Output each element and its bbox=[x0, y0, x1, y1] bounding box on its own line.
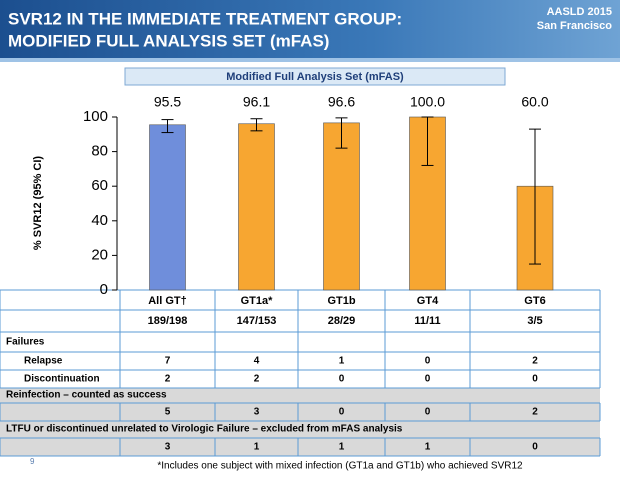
table-text: 3 bbox=[165, 442, 171, 453]
count: 11/11 bbox=[414, 315, 440, 327]
table-text: 2 bbox=[254, 374, 260, 385]
x-tick-label: GT4 bbox=[417, 295, 439, 307]
table-text: 0 bbox=[532, 374, 538, 385]
y-tick-label: 20 bbox=[91, 246, 108, 263]
page-number: 9 bbox=[30, 457, 35, 466]
value-label: 60.0 bbox=[521, 94, 548, 110]
table-text: 0 bbox=[425, 407, 431, 418]
chart-title-box bbox=[124, 67, 506, 86]
header-band bbox=[0, 0, 620, 58]
x-tick-label: GT1a* bbox=[241, 295, 274, 307]
table-text: 0 bbox=[339, 407, 345, 418]
location: San Francisco bbox=[537, 20, 612, 32]
table-text: 2 bbox=[532, 356, 538, 367]
footnote: *Includes one subject with mixed infecti… bbox=[157, 461, 523, 472]
table-text: 4 bbox=[254, 356, 260, 367]
meeting: AASLD 2015 bbox=[547, 6, 612, 18]
table-text: Discontinuation bbox=[24, 374, 100, 385]
table-text: 0 bbox=[532, 442, 538, 453]
table-text: 1 bbox=[254, 442, 260, 453]
table-band bbox=[0, 388, 600, 456]
count: 189/198 bbox=[148, 315, 188, 327]
y-tick-label: 60 bbox=[91, 177, 108, 194]
table-text: Reinfection – counted as success bbox=[6, 390, 167, 401]
table-text: 2 bbox=[165, 374, 171, 385]
value-label: 96.1 bbox=[243, 94, 270, 110]
y-tick-label: 100 bbox=[83, 108, 108, 125]
bar bbox=[149, 124, 186, 291]
count: 28/29 bbox=[328, 315, 356, 327]
table-text: 2 bbox=[532, 407, 538, 418]
count: 147/153 bbox=[237, 315, 277, 327]
x-tick-label: All GT† bbox=[148, 295, 187, 307]
chart-title: Modified Full Analysis Set (mFAS) bbox=[226, 71, 404, 83]
title-line: SVR12 IN THE IMMEDIATE TREATMENT GROUP: bbox=[8, 9, 402, 28]
table-text: 1 bbox=[339, 356, 345, 367]
count: 3/5 bbox=[527, 315, 542, 327]
table-text: 0 bbox=[425, 374, 431, 385]
title-line: MODIFIED FULL ANALYSIS SET (mFAS) bbox=[8, 31, 329, 50]
table-text: 7 bbox=[165, 356, 171, 367]
table-text: Failures bbox=[6, 337, 45, 348]
x-tick-label: GT6 bbox=[524, 295, 545, 307]
x-tick-label: GT1b bbox=[327, 295, 355, 307]
table-text: Relapse bbox=[24, 356, 63, 367]
table-text: 5 bbox=[165, 407, 171, 418]
table-text: 3 bbox=[254, 407, 260, 418]
y-axis-label: % SVR12 (95% CI) bbox=[32, 156, 44, 250]
table-text: 1 bbox=[339, 442, 345, 453]
value-label: 96.6 bbox=[328, 94, 355, 110]
header-stripe bbox=[0, 58, 620, 62]
table-text: 0 bbox=[339, 374, 345, 385]
y-tick-label: 0 bbox=[100, 281, 108, 298]
table-text: LTFU or discontinued unrelated to Virolo… bbox=[6, 424, 403, 435]
y-tick-label: 80 bbox=[91, 143, 108, 160]
y-tick-label: 40 bbox=[91, 212, 108, 229]
value-label: 95.5 bbox=[154, 94, 181, 110]
value-label: 100.0 bbox=[410, 94, 445, 110]
bar bbox=[238, 123, 275, 291]
bar bbox=[323, 122, 360, 291]
table-text: 1 bbox=[425, 442, 431, 453]
table-text: 0 bbox=[425, 356, 431, 367]
